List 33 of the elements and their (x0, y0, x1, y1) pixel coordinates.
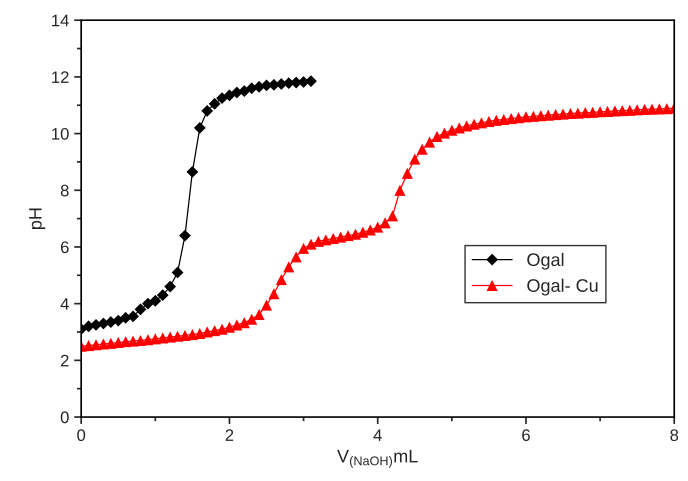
point (201, 105, 214, 117)
y-axis-title: pH (29, 208, 46, 229)
legend-label: Ogal- Cu (527, 278, 598, 296)
point (216, 92, 228, 104)
point (238, 85, 250, 97)
point (172, 266, 184, 278)
y-tick-label: 12 (52, 71, 69, 83)
y-tick-label: 4 (60, 298, 69, 310)
x-tick-label: 8 (670, 429, 678, 442)
x-tick-label: 0 (77, 429, 86, 442)
legend-label: Ogal (527, 252, 564, 270)
point (179, 230, 191, 242)
point (156, 289, 169, 302)
point (112, 314, 124, 327)
point (194, 122, 206, 134)
point (208, 98, 221, 110)
x-tick-label: 4 (373, 429, 382, 441)
point (134, 303, 146, 316)
y-tick-label: 6 (60, 241, 69, 254)
point (149, 294, 162, 307)
y-tick-label: 10 (52, 128, 69, 140)
y-tick-label: 2 (60, 354, 69, 366)
point (127, 310, 139, 322)
point (186, 166, 198, 178)
x-axis-title: V$_{(NaOH)}$mL (337, 450, 418, 468)
y-tick-label: 14 (52, 14, 69, 26)
x-tick-label: 6 (522, 429, 530, 442)
point (305, 75, 317, 88)
x-tick-label: 2 (226, 429, 234, 441)
point (142, 298, 154, 310)
point (164, 280, 176, 293)
y-tick-label: 0 (60, 411, 69, 424)
y-tick-label: 8 (60, 184, 69, 196)
